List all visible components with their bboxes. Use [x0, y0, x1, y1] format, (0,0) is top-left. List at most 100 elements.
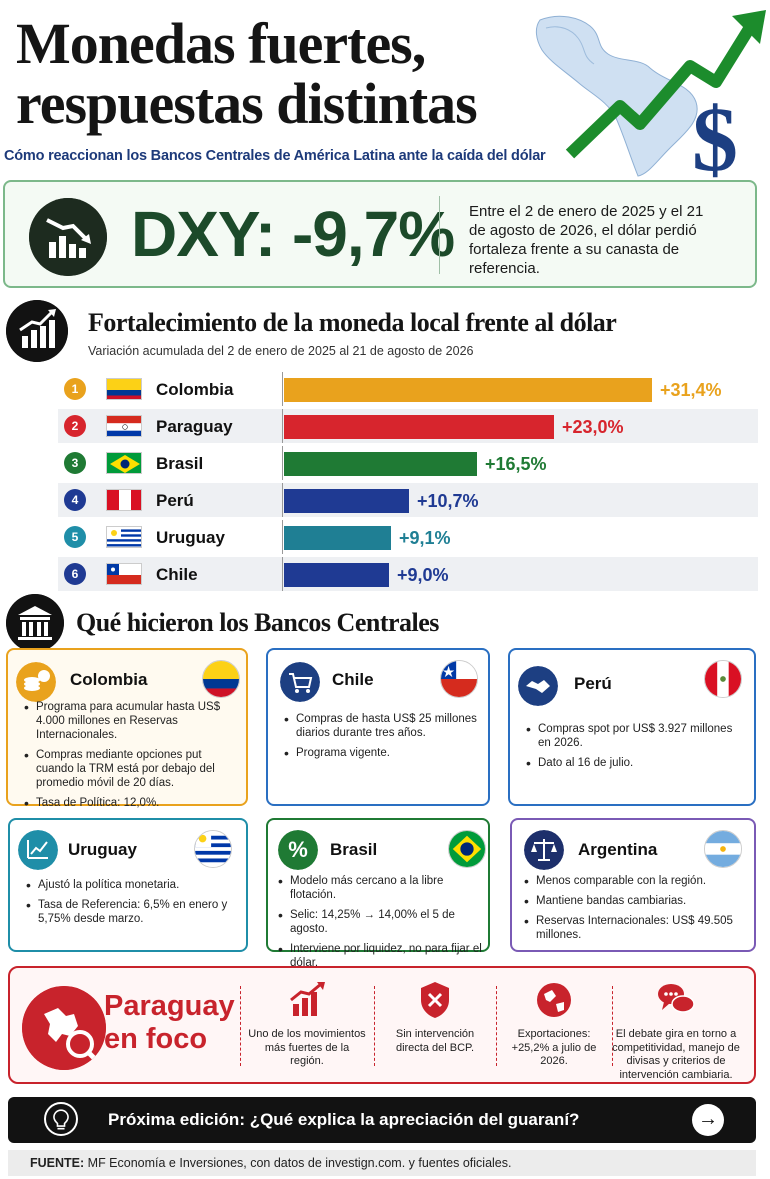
- ranking-row: 5 Uruguay +9,1%: [58, 520, 758, 554]
- bank-card-peru: Perú Compras spot por US$ 3.927 millones…: [508, 648, 756, 806]
- bank-card-chile: Chile Compras de hasta US$ 25 millones d…: [266, 648, 490, 806]
- svg-text:%: %: [288, 837, 308, 862]
- bank-name: Perú: [574, 674, 612, 693]
- paraguay-focus-title: Paraguay en foco: [104, 990, 235, 1055]
- divider: [612, 986, 613, 1066]
- bar: [284, 526, 391, 550]
- ranking-section-title: Fortalecimiento de la moneda local frent…: [88, 308, 617, 337]
- rank-number: 5: [64, 526, 86, 548]
- percent-icon: %: [278, 830, 318, 870]
- ranking-row: 4 Perú +10,7%: [58, 483, 758, 517]
- bar-value-label: +9,0%: [397, 565, 449, 585]
- source-text: MF Economía e Inversiones, con datos de …: [87, 1156, 512, 1170]
- header: Monedas fuertes, respuestas distintas Có…: [0, 0, 770, 178]
- bank-card-argentina: Argentina Menos comparable con la región…: [510, 818, 756, 952]
- bank-bullets: Ajustó la política monetaria. Tasa de Re…: [24, 878, 244, 932]
- flag-icon: [106, 378, 142, 400]
- speech-bubbles-icon: [658, 984, 695, 1013]
- dxy-summary-box: DXY: -9,7% Entre el 2 de enero de 2025 y…: [3, 180, 757, 288]
- bar-category-label: Paraguay: [156, 417, 233, 436]
- paraguay-fact-text: El debate gira en torno a competitividad…: [612, 1028, 740, 1081]
- bank-bullets: Compras spot por US$ 3.927 millones en 2…: [524, 722, 744, 776]
- flag-icon: [106, 415, 142, 437]
- bank-icon: [6, 594, 64, 652]
- bar-category-label: Colombia: [156, 380, 234, 399]
- flag-icon: [106, 526, 142, 548]
- axis-line: [282, 483, 283, 517]
- bullet-item: Menos comparable con la región.: [522, 874, 752, 888]
- bullet-item: Reservas Internacionales: US$ 49.505 mil…: [522, 914, 752, 942]
- rank-number: 6: [64, 563, 86, 585]
- bullet-item: Compras mediante opciones put cuando la …: [22, 748, 242, 790]
- svg-text:$: $: [692, 88, 738, 178]
- bank-name: Argentina: [578, 840, 658, 859]
- banks-section-title: Qué hicieron los Bancos Centrales: [76, 608, 439, 637]
- flag-icon: [106, 452, 142, 474]
- chile-flag-icon: [440, 660, 478, 698]
- paraguay-fact-text: Uno de los movimientos más fuertes de la…: [248, 1028, 366, 1067]
- next-edition-bar[interactable]: Próxima edición: ¿Qué explica la aprecia…: [8, 1097, 756, 1143]
- page-subtitle: Cómo reaccionan los Bancos Centrales de …: [4, 148, 546, 164]
- handshake-icon: [518, 666, 558, 706]
- bank-card-colombia: Colombia Programa para acumular hasta US…: [6, 648, 248, 810]
- next-edition-text: Próxima edición: ¿Qué explica la aprecia…: [108, 1110, 580, 1129]
- axis-line: [282, 520, 283, 554]
- flag-icon: [106, 489, 142, 511]
- bar: [284, 415, 554, 439]
- axis-line: [282, 409, 283, 443]
- bullet-item: Dato al 16 de julio.: [524, 756, 744, 770]
- ranking-row: 1 Colombia +31,4%: [58, 372, 758, 406]
- axis-line: [282, 446, 283, 480]
- source-note: FUENTE: MF Economía e Inversiones, con d…: [8, 1150, 756, 1176]
- bank-name: Colombia: [70, 670, 148, 689]
- bullet-item: Modelo más cercano a la libre flotación.: [276, 874, 488, 902]
- bar: [284, 452, 477, 476]
- bank-name: Brasil: [330, 840, 378, 859]
- divider: [374, 986, 375, 1066]
- paraguay-fact: Sin intervención directa del BCP.: [380, 980, 490, 1074]
- divider: [240, 986, 241, 1066]
- bar-value-label: +23,0%: [562, 417, 624, 437]
- paraguay-fact: Uno de los movimientos más fuertes de la…: [248, 980, 366, 1074]
- bullet-item: Compras spot por US$ 3.927 millones en 2…: [524, 722, 744, 750]
- bullet-item: Tasa de Referencia: 6,5% en enero y 5,75…: [24, 898, 244, 926]
- shield-x-icon: [421, 982, 449, 1018]
- bar-category-label: Brasil: [156, 454, 204, 473]
- bar: [284, 563, 389, 587]
- ranking-chart: 1 Colombia +31,4% 2 Paraguay +23,0% 3 Brasil +16…: [0, 370, 770, 596]
- flag-icon: [106, 563, 142, 585]
- paraguay-fact: El debate gira en torno a competitividad…: [596, 980, 756, 1081]
- bar-category-label: Uruguay: [156, 528, 225, 547]
- axis-line: [282, 557, 283, 591]
- rank-number: 4: [64, 489, 86, 511]
- bar: [284, 489, 409, 513]
- bar: [284, 378, 652, 402]
- bullet-item: Ajustó la política monetaria.: [24, 878, 244, 892]
- brasil-flag-icon: [448, 830, 486, 868]
- dxy-description: Entre el 2 de enero de 2025 y el 21 de a…: [469, 203, 704, 277]
- bullet-item: Programa vigente.: [282, 746, 482, 760]
- falling-chart-icon: [29, 198, 107, 276]
- scales-icon: [524, 830, 564, 870]
- rank-number: 3: [64, 452, 86, 474]
- ranking-section-subtitle: Variación acumulada del 2 de enero de 20…: [88, 344, 474, 358]
- bar-value-label: +31,4%: [660, 380, 722, 400]
- bullet-item: Programa para acumular hasta US$ 4.000 m…: [22, 700, 242, 742]
- arrow-right-icon[interactable]: →: [692, 1104, 724, 1136]
- bullet-item: Mantiene bandas cambiarias.: [522, 894, 752, 908]
- bank-name: Chile: [332, 670, 374, 689]
- title-line-1: Monedas fuertes,: [16, 11, 426, 76]
- paraguay-fact-text: Sin intervención directa del BCP.: [395, 1028, 475, 1054]
- rank-number: 1: [64, 378, 86, 400]
- bank-name: Uruguay: [68, 840, 137, 859]
- globe-icon: [537, 983, 571, 1017]
- bullet-item: Tasa de Política: 12,0%.: [22, 796, 242, 810]
- paraguay-map-magnifier-icon: [22, 986, 106, 1070]
- divider: [439, 196, 440, 274]
- dxy-value: DXY: -9,7%: [131, 198, 455, 270]
- bar-value-label: +16,5%: [485, 454, 547, 474]
- bar-chart-up-icon: [290, 982, 325, 1016]
- bar-category-label: Chile: [156, 565, 198, 584]
- axis-line: [282, 372, 283, 406]
- paraguay-focus-box: Paraguay en foco Uno de los movimientos …: [8, 966, 756, 1084]
